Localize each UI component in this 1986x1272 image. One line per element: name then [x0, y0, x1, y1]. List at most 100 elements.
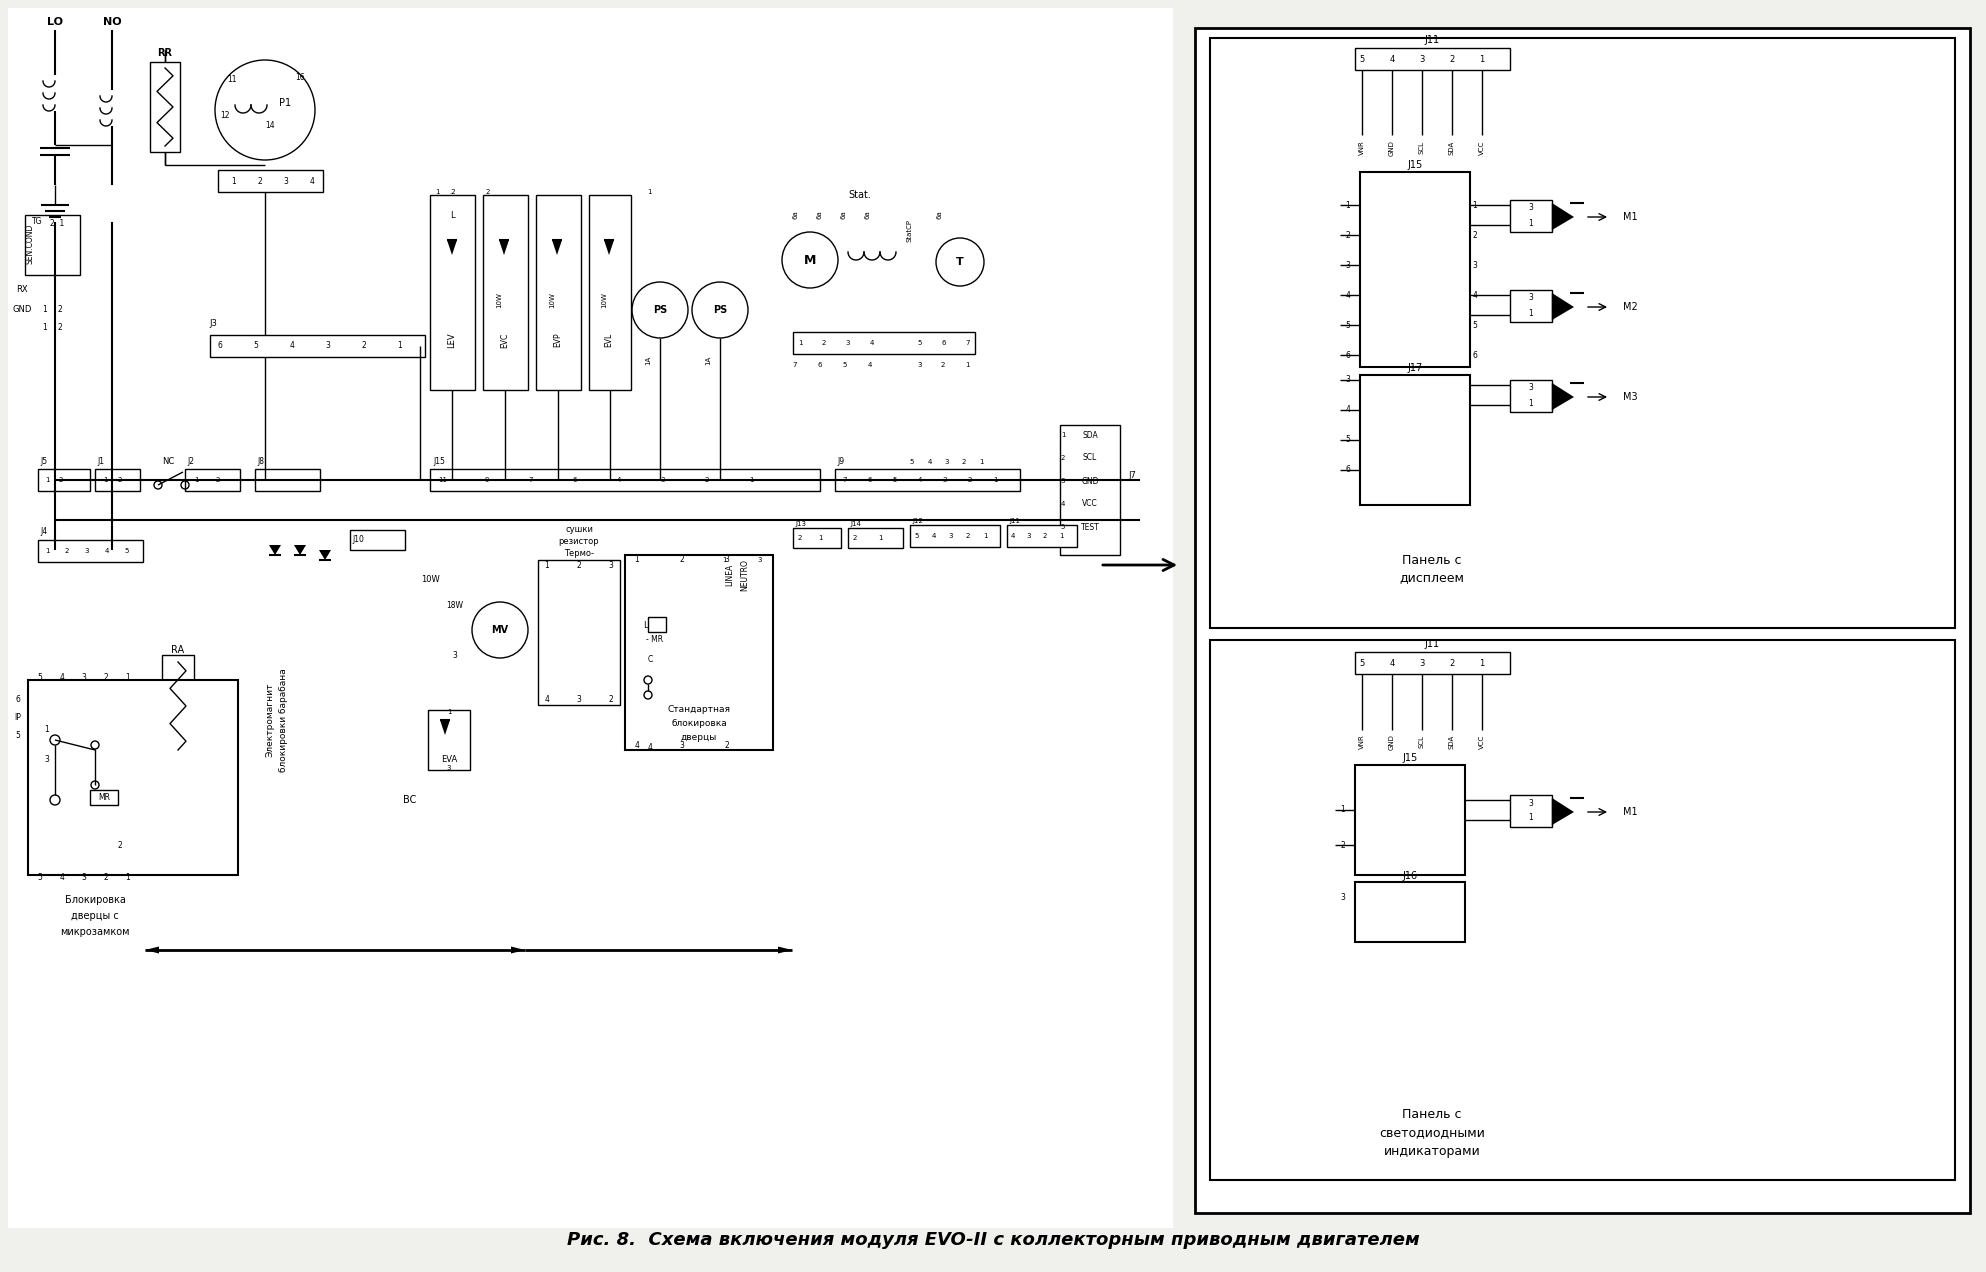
Bar: [1509, 290, 1551, 322]
Text: 2: 2: [60, 477, 64, 483]
Bar: [834, 469, 1021, 491]
Text: 4: 4: [931, 533, 935, 539]
Bar: [1007, 525, 1076, 547]
Text: 3: 3: [1472, 261, 1478, 270]
Text: 14: 14: [266, 121, 274, 130]
Bar: [350, 530, 405, 550]
Text: 2: 2: [258, 177, 262, 186]
Text: 11: 11: [439, 477, 447, 483]
Bar: [89, 790, 117, 805]
Text: 2: 2: [1341, 841, 1345, 850]
Bar: [1209, 38, 1954, 628]
Text: 2: 2: [1347, 230, 1350, 239]
Text: SCL: SCL: [1082, 454, 1096, 463]
Text: StatCP: StatCP: [908, 219, 914, 242]
Text: 2: 2: [1450, 659, 1454, 668]
Text: IP: IP: [14, 714, 22, 722]
Text: P1: P1: [278, 98, 292, 108]
Text: Stat.: Stat.: [848, 190, 872, 200]
Text: 3: 3: [949, 533, 953, 539]
Bar: [792, 332, 975, 354]
Text: 1: 1: [1529, 309, 1533, 318]
Bar: [483, 195, 528, 391]
Bar: [1061, 425, 1120, 555]
Bar: [1196, 28, 1970, 1213]
Text: J10: J10: [352, 536, 363, 544]
Text: J11: J11: [1424, 639, 1440, 649]
Text: 9: 9: [485, 477, 489, 483]
Text: 6: 6: [1347, 351, 1350, 360]
Text: 2: 2: [1450, 55, 1454, 64]
Text: J11: J11: [1009, 518, 1021, 524]
Text: 4: 4: [290, 341, 294, 351]
Text: 4: 4: [310, 177, 314, 186]
Text: GND: GND: [1388, 140, 1394, 156]
Text: 1: 1: [979, 459, 983, 466]
Text: SCL: SCL: [1420, 735, 1426, 748]
Text: NEUTRO: NEUTRO: [741, 560, 749, 591]
Text: NC: NC: [163, 458, 175, 467]
Text: 5: 5: [16, 731, 20, 740]
Text: SEN.COND: SEN.COND: [26, 224, 34, 265]
Text: 3: 3: [453, 650, 457, 659]
Bar: [1360, 172, 1470, 368]
Text: RX: RX: [16, 285, 28, 295]
Text: 2: 2: [725, 742, 729, 750]
Text: 2: 2: [679, 556, 685, 565]
Text: T: T: [955, 257, 963, 267]
Text: 5: 5: [1061, 524, 1064, 530]
Bar: [910, 525, 1001, 547]
Polygon shape: [1551, 798, 1575, 826]
Text: дисплеем: дисплеем: [1400, 571, 1464, 585]
Text: VNR: VNR: [1358, 735, 1364, 749]
Bar: [218, 170, 324, 192]
Bar: [38, 469, 89, 491]
Bar: [95, 469, 139, 491]
Text: 1: 1: [878, 536, 882, 541]
Text: 11: 11: [226, 75, 236, 84]
Text: J14: J14: [850, 522, 860, 527]
Text: 6: 6: [218, 341, 222, 351]
Text: 2: 2: [852, 536, 858, 541]
Text: 5: 5: [254, 341, 258, 351]
Text: 1: 1: [636, 556, 639, 565]
Text: 4: 4: [1390, 55, 1394, 64]
Text: 5: 5: [1358, 55, 1364, 64]
Text: LO: LO: [48, 17, 64, 27]
Text: J12: J12: [912, 518, 923, 524]
Polygon shape: [1551, 383, 1575, 410]
Text: EVL: EVL: [604, 333, 614, 347]
Text: 1: 1: [1474, 201, 1478, 210]
Text: EVA: EVA: [441, 756, 457, 764]
Text: 1: 1: [1480, 55, 1486, 64]
Text: 2: 2: [967, 477, 973, 483]
Text: 1: 1: [46, 477, 50, 483]
Text: 4: 4: [1061, 501, 1064, 508]
Polygon shape: [552, 240, 562, 254]
Text: 3: 3: [1529, 383, 1533, 393]
Polygon shape: [1551, 293, 1575, 321]
Text: VCC: VCC: [1480, 141, 1486, 155]
Text: 5: 5: [918, 340, 922, 346]
Text: J2: J2: [187, 458, 195, 467]
Text: Термо-: Термо-: [564, 550, 594, 558]
Text: TEST: TEST: [1080, 523, 1100, 532]
Bar: [8, 8, 1174, 1227]
Text: 3: 3: [943, 477, 947, 483]
Text: TG: TG: [32, 218, 42, 226]
Text: - MR: - MR: [645, 636, 663, 645]
Text: 3: 3: [1027, 533, 1031, 539]
Text: 3: 3: [846, 340, 850, 346]
Text: M: M: [804, 253, 816, 267]
Text: 3: 3: [1061, 478, 1064, 485]
Text: 3: 3: [81, 673, 87, 682]
Polygon shape: [294, 544, 306, 555]
Text: 1: 1: [1341, 805, 1345, 814]
Text: 3: 3: [1341, 893, 1345, 903]
Text: J15: J15: [433, 458, 445, 467]
Text: C: C: [647, 655, 653, 664]
Text: 3: 3: [1347, 375, 1350, 384]
Text: .2: .2: [449, 190, 457, 195]
Text: 3: 3: [81, 873, 87, 881]
Text: GND: GND: [1080, 477, 1098, 486]
